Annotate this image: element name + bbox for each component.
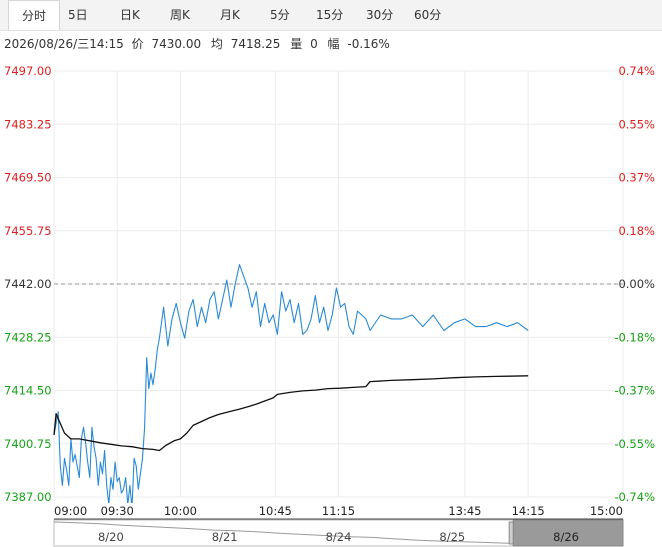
y-tick-right: 0.37% [618, 171, 655, 185]
x-tick-label: 09:30 [101, 504, 134, 518]
tab-2[interactable]: 5日 [68, 8, 88, 22]
y-tick-left: 7497.00 [4, 64, 52, 78]
tab-8[interactable]: 30分 [366, 8, 394, 22]
volume-label: 量 [290, 37, 303, 51]
navigator-date-label: 8/24 [326, 530, 352, 544]
x-tick-label: 09:00 [54, 504, 87, 518]
tab-7[interactable]: 15分 [316, 8, 344, 22]
x-tick-label: 10:00 [164, 504, 197, 518]
y-tick-left: 7442.00 [4, 277, 52, 291]
x-tick-label: 15:00 [590, 504, 623, 518]
avg-value: 7418.25 [230, 37, 281, 51]
y-tick-right: -0.37% [614, 384, 655, 398]
x-tick-label: 10:45 [259, 504, 292, 518]
navigator-trend [53, 521, 510, 544]
y-tick-left: 7414.50 [4, 384, 52, 398]
navigator-selection[interactable] [512, 519, 624, 547]
navigator-date-label: 8/20 [98, 530, 124, 544]
average-line [53, 375, 529, 452]
tab-3[interactable]: 日K [120, 8, 140, 22]
tab-1[interactable]: 分时 [8, 0, 60, 30]
navigator-handle[interactable] [508, 521, 514, 545]
y-tick-left: 7469.50 [4, 171, 52, 185]
quote-datetime: 2026/08/26/三14:15 [4, 37, 124, 51]
x-tick-label: 11:15 [322, 504, 355, 518]
tab-6[interactable]: 5分 [270, 8, 290, 22]
x-axis-band [54, 503, 623, 519]
change-label: 幅 [327, 37, 340, 51]
y-tick-right: -0.55% [614, 437, 655, 451]
y-tick-right: 0.00% [618, 277, 655, 291]
y-tick-left: 7483.25 [4, 117, 52, 131]
price-line [53, 264, 529, 510]
y-tick-left: 7428.25 [4, 330, 52, 344]
y-tick-left: 7400.75 [4, 437, 52, 451]
period-tab-bar: 分时 5日 日K 周K 月K 5分 15分 30分 60分 [0, 0, 662, 31]
y-tick-right: -0.74% [614, 490, 655, 504]
quote-info-bar: 2026/08/26/三14:15 价 7430.00 均 7418.25 量 … [4, 34, 390, 54]
avg-label: 均 [210, 37, 223, 51]
change-value: -0.16% [347, 37, 390, 51]
tab-9[interactable]: 60分 [414, 8, 442, 22]
x-tick-label: 13:45 [448, 504, 481, 518]
y-tick-right: -0.18% [614, 330, 655, 344]
navigator-date-label: 8/26 [553, 530, 579, 544]
volume-value: 0 [310, 37, 318, 51]
tab-4[interactable]: 周K [170, 8, 190, 22]
y-tick-right: 0.55% [618, 117, 655, 131]
y-tick-right: 0.74% [618, 64, 655, 78]
x-tick-label: 14:15 [512, 504, 545, 518]
navigator-date-label: 8/25 [439, 530, 465, 544]
price-label: 价 [131, 37, 144, 51]
y-tick-right: 0.18% [618, 224, 655, 238]
price-value: 7430.00 [151, 37, 202, 51]
tab-5[interactable]: 月K [220, 8, 240, 22]
navigator-date-label: 8/21 [212, 530, 238, 544]
y-tick-left: 7387.00 [4, 490, 52, 504]
y-tick-left: 7455.75 [4, 224, 52, 238]
